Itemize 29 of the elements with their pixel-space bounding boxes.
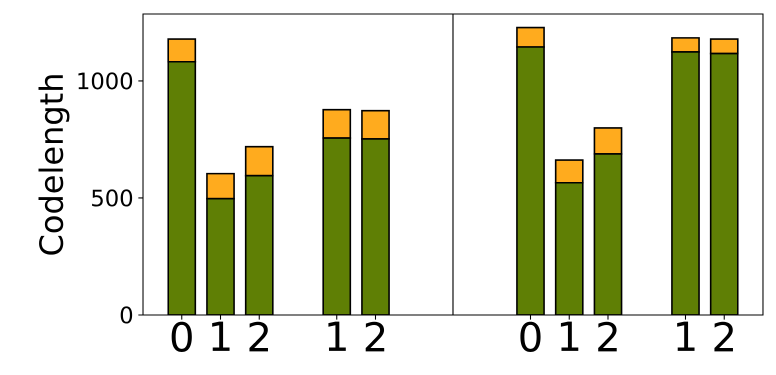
bar bbox=[554, 182, 584, 315]
x-tick-label: 2 bbox=[249, 322, 268, 352]
x-tick-label: 2 bbox=[714, 322, 733, 352]
x-tick-label: 1 bbox=[560, 322, 578, 351]
x-tick-label: 2 bbox=[598, 322, 617, 352]
x-tick-label: 1 bbox=[212, 322, 230, 351]
bar bbox=[554, 159, 584, 184]
bar bbox=[361, 138, 390, 315]
x-tick-label: 0 bbox=[520, 322, 541, 352]
bar bbox=[710, 52, 739, 315]
bar bbox=[322, 108, 352, 139]
x-tick-label: 1 bbox=[328, 322, 346, 351]
bar bbox=[516, 46, 545, 315]
y-tick-label: 0 bbox=[120, 306, 132, 324]
x-tick-label: 0 bbox=[172, 322, 192, 352]
bar bbox=[594, 153, 622, 315]
bar bbox=[671, 51, 700, 315]
bar bbox=[244, 174, 274, 315]
bar bbox=[206, 198, 235, 315]
bar bbox=[206, 172, 235, 200]
bar bbox=[244, 146, 274, 177]
bar bbox=[594, 127, 622, 155]
bar bbox=[322, 137, 352, 315]
x-tick-label: 1 bbox=[677, 322, 695, 351]
y-tick-label: 1000 bbox=[78, 72, 132, 90]
x-tick-label: 2 bbox=[366, 322, 384, 352]
y-tick-label: 500 bbox=[92, 189, 132, 207]
bar bbox=[167, 60, 196, 315]
y-axis-title: Codelength bbox=[38, 75, 70, 255]
